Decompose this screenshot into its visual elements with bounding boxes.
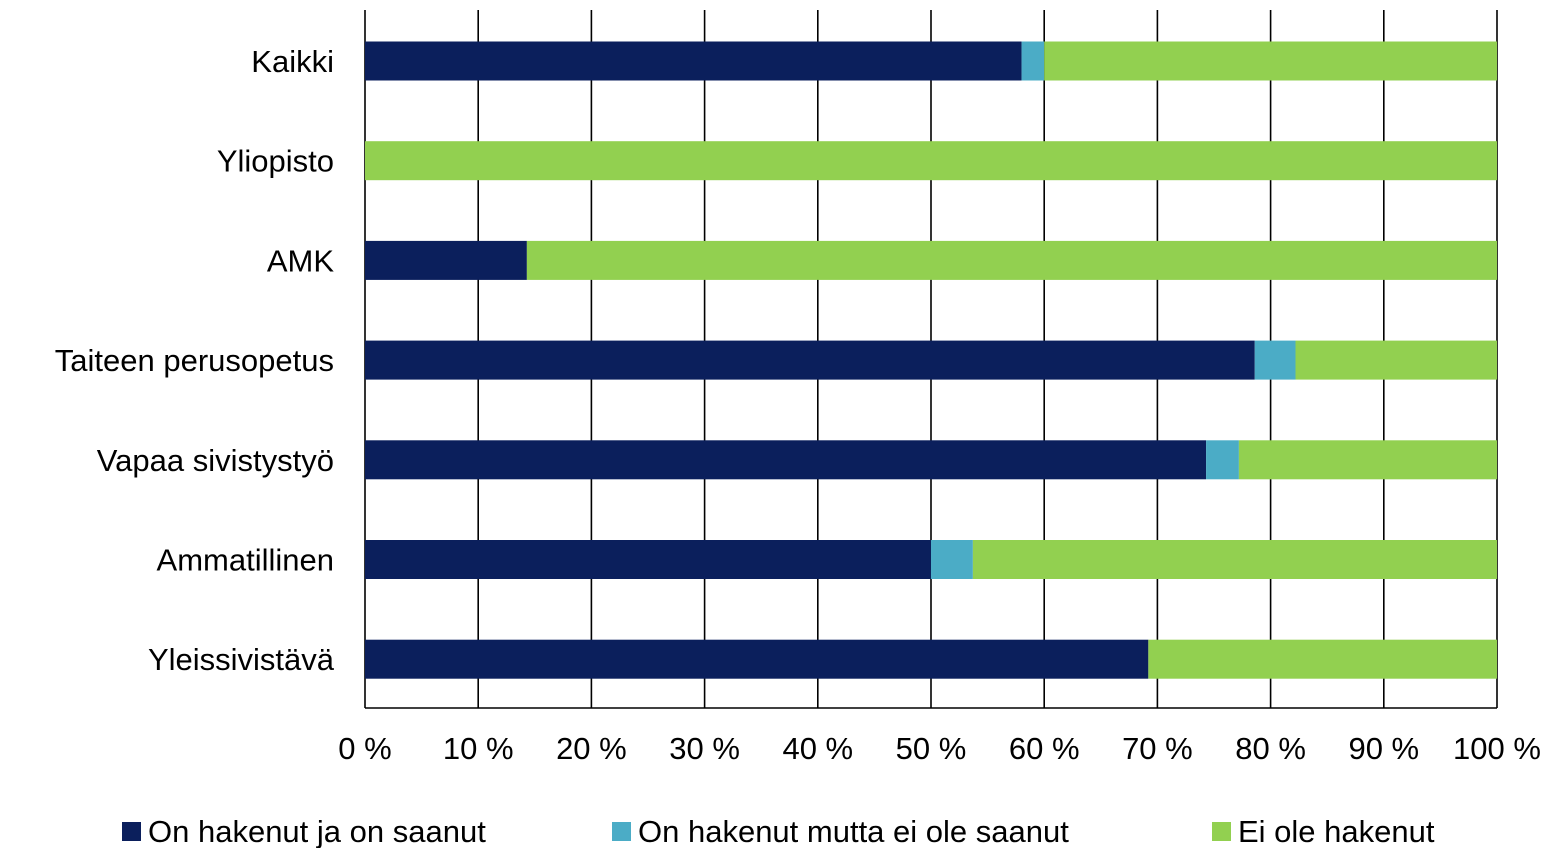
- x-tick-label: 90 %: [1348, 731, 1419, 766]
- category-label: Taiteen perusopetus: [55, 343, 334, 378]
- x-tick-label: 80 %: [1235, 731, 1306, 766]
- bar-segment: [1148, 639, 1497, 679]
- x-tick-labels: 0 % 10 % 20 % 30 % 40 % 50 % 60 % 70 % 80 % 90 % 1…: [338, 731, 1541, 766]
- bars: [365, 41, 1497, 679]
- bar-segment: [1295, 340, 1497, 380]
- x-tick-label: 70 %: [1122, 731, 1193, 766]
- category-label: Kaikki: [251, 44, 334, 79]
- category-labels: Kaikki Yliopisto AMK Taiteen perusopetus Vap…: [55, 44, 335, 677]
- legend-label: On hakenut mutta ei ole saanut: [638, 814, 1069, 848]
- legend-label: Ei ole hakenut: [1238, 814, 1435, 848]
- legend: On hakenut ja on saanut On hakenut mutta …: [122, 814, 1435, 848]
- bar-segment: [365, 340, 1255, 380]
- bar-segment: [1044, 41, 1497, 81]
- x-tick-label: 100 %: [1453, 731, 1541, 766]
- bar-segment: [365, 41, 1022, 81]
- bar-segment: [931, 540, 973, 579]
- category-label: AMK: [267, 243, 335, 278]
- bar-segment: [365, 440, 1207, 480]
- bar-segment: [1238, 440, 1497, 480]
- legend-swatch: [612, 822, 631, 841]
- bar-segment: [1021, 41, 1045, 81]
- bar-segment: [526, 240, 1497, 280]
- category-label: Vapaa sivistystyö: [97, 443, 334, 478]
- x-tick-label: 40 %: [782, 731, 853, 766]
- x-tick-label: 0 %: [338, 731, 391, 766]
- category-label: Yleissivistävä: [148, 642, 335, 677]
- bar-segment: [1254, 340, 1296, 380]
- bar-segment: [365, 141, 1497, 181]
- legend-label: On hakenut ja on saanut: [148, 814, 486, 848]
- x-tick-label: 20 %: [556, 731, 627, 766]
- x-tick-label: 60 %: [1009, 731, 1080, 766]
- bar-segment: [972, 540, 1497, 579]
- category-label: Yliopisto: [217, 144, 334, 179]
- x-tick-label: 30 %: [669, 731, 740, 766]
- bar-segment: [365, 540, 931, 579]
- bar-segment: [365, 639, 1149, 679]
- bar-segment: [365, 240, 527, 280]
- x-tick-label: 10 %: [443, 731, 514, 766]
- legend-swatch: [1212, 822, 1231, 841]
- x-tick-label: 50 %: [896, 731, 967, 766]
- legend-swatch: [122, 822, 141, 841]
- category-label: Ammatillinen: [157, 543, 334, 578]
- bar-segment: [1206, 440, 1239, 480]
